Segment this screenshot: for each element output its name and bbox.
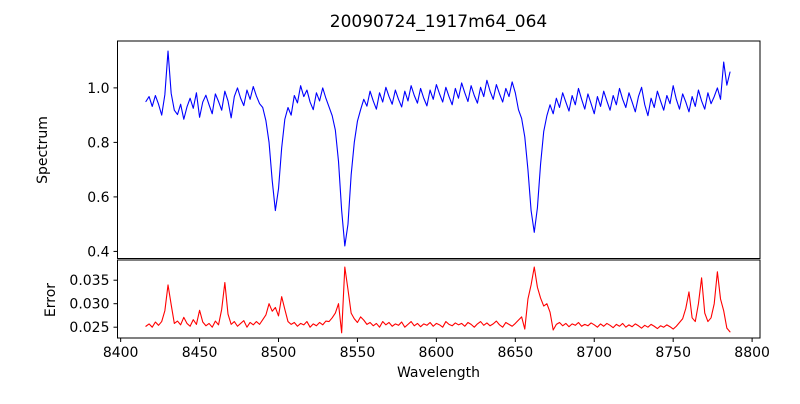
y-tick-label: 1.0 [87, 81, 109, 97]
spectrum-line [145, 50, 731, 247]
y-tick-label: 0.030 [69, 297, 109, 313]
x-tick-label: 8550 [340, 345, 376, 361]
spectrum-axes-frame [117, 40, 761, 259]
error-y-axis-label: Error [43, 283, 59, 317]
spectrum-y-axis-label: Spectrum [35, 116, 51, 184]
x-tick-label: 8800 [734, 345, 770, 361]
y-tick-label: 0.8 [87, 135, 109, 151]
chart-title: 20090724_1917m64_064 [330, 12, 547, 32]
x-tick-label: 8450 [182, 345, 218, 361]
y-tick-label: 0.035 [69, 273, 109, 289]
x-tick-label: 8500 [261, 345, 297, 361]
x-tick-label: 8400 [103, 345, 139, 361]
y-tick-label: 0.4 [87, 244, 109, 260]
y-tick-label: 0.6 [87, 190, 109, 206]
y-tick-label: 0.025 [69, 320, 109, 336]
x-tick-label: 8650 [497, 345, 533, 361]
x-tick-label: 8700 [576, 345, 612, 361]
x-tick-label: 8600 [419, 345, 455, 361]
axis-ticks: 1.0 0.8 0.6 0.4 0.035 0.030 0.025 8400 8450 8500 8… [69, 81, 770, 361]
error-line [145, 266, 731, 334]
x-tick-label: 8750 [655, 345, 691, 361]
x-axis-label: Wavelength [397, 365, 480, 381]
error-axes-frame [117, 259, 761, 339]
